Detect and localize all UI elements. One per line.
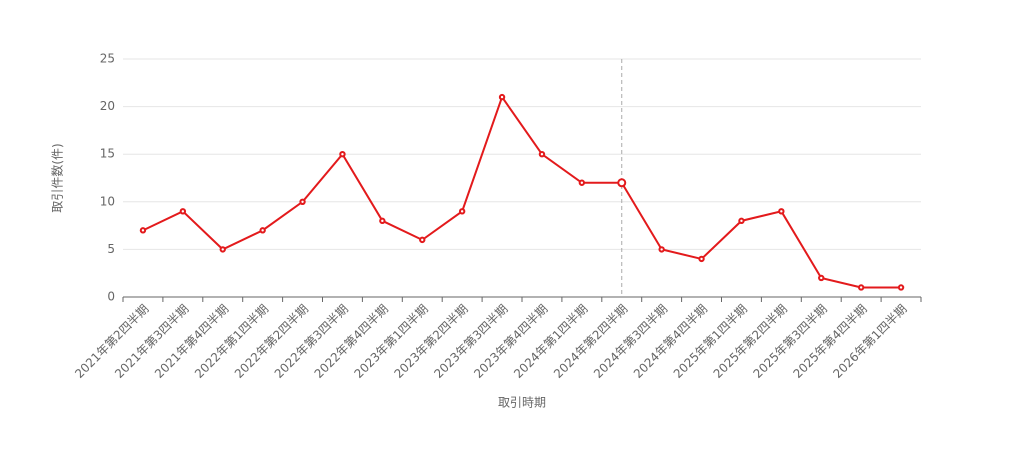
x-tick-label: 2022年第2四半期 [232, 302, 311, 381]
point [658, 246, 665, 253]
point [578, 179, 586, 186]
point [538, 151, 546, 158]
x-tick-label: 2025年第3四半期 [751, 302, 830, 381]
x-tick-label: 2025年第2四半期 [711, 302, 790, 381]
y-axis-label: 取引件数(件) [50, 143, 65, 212]
point [379, 217, 386, 225]
point [498, 93, 506, 101]
point [339, 151, 346, 158]
x-tick-label: 2024年第3四半期 [591, 302, 670, 381]
x-tick-label: 2022年第3四半期 [272, 302, 351, 381]
y-tick-label: 15 [100, 147, 115, 161]
point [617, 178, 627, 188]
x-tick-label: 2022年第1四半期 [192, 302, 271, 381]
x-tick-label: 2023年第1四半期 [352, 302, 431, 381]
line [142, 94, 902, 289]
x-tick-label: 2024年第4四半期 [631, 302, 710, 381]
x-tick-label: 2021年第4四半期 [152, 302, 231, 381]
point [778, 208, 785, 215]
y-tick-label: 10 [100, 194, 115, 208]
x-tick-label: 2024年第1四半期 [511, 302, 590, 381]
x-tick-label: 2025年第4四半期 [790, 302, 869, 381]
point [139, 227, 147, 234]
x-tick-label: 2021年第2四半期 [72, 302, 151, 381]
x-tick-label: 2023年第3四半期 [431, 302, 510, 381]
x-tick-label: 2023年第2四半期 [391, 302, 470, 381]
point [857, 284, 865, 291]
x-tick-label: 2021年第3四半期 [112, 302, 191, 381]
point [259, 227, 266, 234]
point [897, 284, 905, 291]
x-axis-label: 取引時期 [498, 396, 546, 410]
point [818, 274, 825, 282]
x-tick-label: 2022年第4四半期 [312, 302, 391, 381]
x-tick-label: 2023年第4四半期 [471, 302, 550, 381]
point [299, 198, 306, 206]
point [458, 208, 466, 215]
y-tick-label: 25 [100, 52, 115, 66]
point [219, 246, 226, 253]
x-tick-label: 2026年第1四半期 [830, 302, 909, 381]
y-tick-label: 20 [100, 99, 115, 113]
point [698, 255, 705, 263]
point [738, 217, 745, 225]
x-tick-label: 2025年第1四半期 [671, 302, 750, 381]
point [179, 208, 187, 215]
y-tick-label: 5 [107, 242, 115, 256]
x-tick-label: 2024年第2四半期 [551, 302, 630, 381]
point [419, 236, 426, 244]
y-tick-label: 0 [107, 290, 115, 304]
